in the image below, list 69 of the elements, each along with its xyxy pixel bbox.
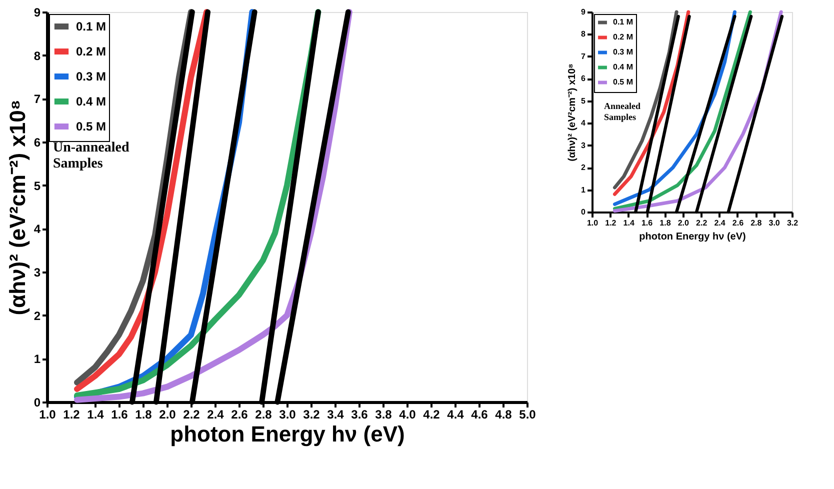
- legend-label: 0.2 M: [76, 44, 106, 58]
- legend-label: 0.1 M: [76, 20, 106, 34]
- x-tick-label: 1.4: [87, 408, 104, 422]
- y-tick-label: 3: [34, 266, 41, 280]
- x-tick-label: 1.0: [39, 408, 56, 422]
- x-tick-label: 3.2: [303, 408, 320, 422]
- x-tick-label: 2.4: [714, 218, 726, 228]
- x-tick-label: 2.2: [696, 218, 708, 228]
- legend-label: 0.5 M: [76, 120, 106, 134]
- x-tick-label: 1.8: [660, 218, 672, 228]
- y-tick-label: 6: [34, 136, 41, 150]
- x-tick-label: 4.4: [447, 408, 464, 422]
- y-axis-title: (αhν)² (eV²cm⁻²) x10⁸: [567, 63, 578, 162]
- x-axis-title: photon Energy hν (eV): [170, 422, 405, 446]
- y-tick-label: 8: [581, 30, 586, 39]
- y-tick-label: 4: [581, 118, 586, 128]
- y-tick-label: 5: [581, 96, 586, 106]
- legend-label: 0.5 M: [613, 78, 634, 86]
- annotation: Annealed Samples: [604, 101, 641, 122]
- x-axis-title: photon Energy hν (eV): [639, 232, 746, 242]
- y-tick-label: 0: [34, 396, 41, 410]
- x-tick-label: 3.0: [279, 408, 296, 422]
- x-tick-label: 4.0: [399, 408, 416, 422]
- legend-label: 0.3 M: [613, 48, 634, 56]
- x-tick-label: 1.6: [641, 218, 654, 228]
- x-tick-label: 3.8: [375, 408, 392, 422]
- x-tick-label: 5.0: [519, 408, 536, 422]
- x-tick-label: 1.4: [623, 218, 635, 228]
- legend-label: 0.4 M: [76, 94, 106, 108]
- y-tick-label: 9: [581, 8, 586, 16]
- x-tick-label: 2.6: [231, 408, 248, 422]
- legend-label: 0.2 M: [613, 32, 634, 42]
- x-tick-label: 2.2: [183, 408, 200, 422]
- x-tick-label: 2.4: [207, 408, 224, 422]
- legend-label: 0.1 M: [613, 18, 634, 26]
- x-tick-label: 3.4: [327, 408, 344, 422]
- x-tick-label: 2.0: [159, 408, 176, 422]
- y-tick-label: 7: [34, 92, 41, 106]
- y-axis-title: (αhν)² (eV²cm⁻²) x10⁸: [4, 100, 30, 316]
- y-tick-label: 4: [34, 222, 41, 236]
- y-tick-label: 1: [581, 185, 586, 194]
- x-tick-label: 2.8: [750, 218, 762, 228]
- y-tick-label: 6: [581, 74, 586, 84]
- y-tick-label: 8: [34, 48, 41, 63]
- y-tick-label: 0: [581, 208, 586, 216]
- y-tick-label: 2: [581, 163, 586, 172]
- x-tick-label: 1.6: [111, 408, 128, 422]
- x-tick-label: 3.2: [786, 218, 799, 228]
- y-tick-label: 1: [34, 352, 41, 366]
- x-tick-label: 1.2: [605, 218, 617, 228]
- y-tick-label: 5: [34, 178, 41, 193]
- x-tick-label: 4.2: [423, 408, 440, 422]
- x-tick-label: 4.8: [495, 408, 512, 422]
- legend-label: 0.4 M: [613, 62, 634, 72]
- x-tick-label: 2.8: [255, 408, 272, 422]
- x-tick-label: 1.8: [135, 408, 152, 422]
- x-tick-label: 4.6: [471, 408, 488, 422]
- x-tick-label: 1.2: [63, 408, 80, 422]
- legend-label: 0.3 M: [76, 70, 106, 84]
- x-tick-label: 2.6: [732, 218, 744, 228]
- annotation: Un-annealed Samples: [53, 140, 130, 172]
- x-tick-label: 2.0: [678, 218, 690, 228]
- x-tick-label: 1.0: [586, 218, 599, 228]
- y-tick-label: 3: [581, 140, 586, 150]
- y-tick-label: 7: [581, 52, 586, 61]
- x-tick-label: 3.6: [351, 408, 368, 422]
- y-tick-label: 2: [34, 308, 41, 323]
- x-tick-label: 3.0: [768, 218, 780, 228]
- y-tick-label: 9: [34, 6, 41, 20]
